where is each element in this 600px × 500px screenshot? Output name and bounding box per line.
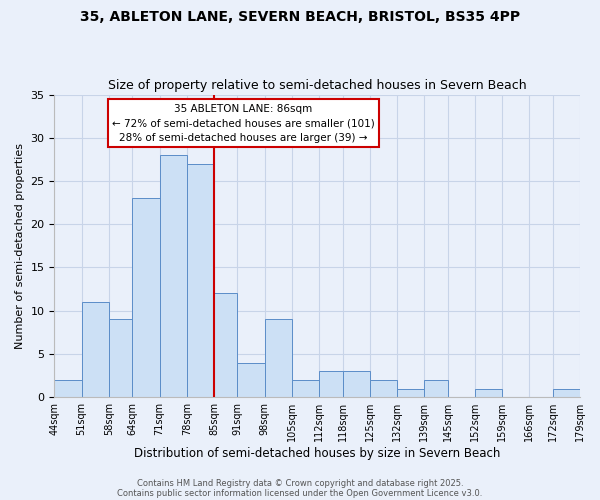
X-axis label: Distribution of semi-detached houses by size in Severn Beach: Distribution of semi-detached houses by … [134,447,500,460]
Bar [553,388,580,397]
Text: 35 ABLETON LANE: 86sqm
← 72% of semi-detached houses are smaller (101)
28% of se: 35 ABLETON LANE: 86sqm ← 72% of semi-det… [112,104,375,143]
Bar [292,380,319,397]
Bar [82,302,109,397]
Bar [187,164,214,397]
Bar [319,372,343,397]
Y-axis label: Number of semi-detached properties: Number of semi-detached properties [15,143,25,349]
Bar [475,388,502,397]
Bar [424,380,448,397]
Bar [214,294,238,397]
Title: Size of property relative to semi-detached houses in Severn Beach: Size of property relative to semi-detach… [108,79,527,92]
Bar [160,155,187,397]
Bar [109,320,132,397]
Text: 35, ABLETON LANE, SEVERN BEACH, BRISTOL, BS35 4PP: 35, ABLETON LANE, SEVERN BEACH, BRISTOL,… [80,10,520,24]
Bar [265,320,292,397]
Bar [370,380,397,397]
Text: Contains HM Land Registry data © Crown copyright and database right 2025.: Contains HM Land Registry data © Crown c… [137,478,463,488]
Text: Contains public sector information licensed under the Open Government Licence v3: Contains public sector information licen… [118,488,482,498]
Bar [132,198,160,397]
Bar [397,388,424,397]
Bar [343,372,370,397]
Bar [55,380,82,397]
Bar [238,362,265,397]
